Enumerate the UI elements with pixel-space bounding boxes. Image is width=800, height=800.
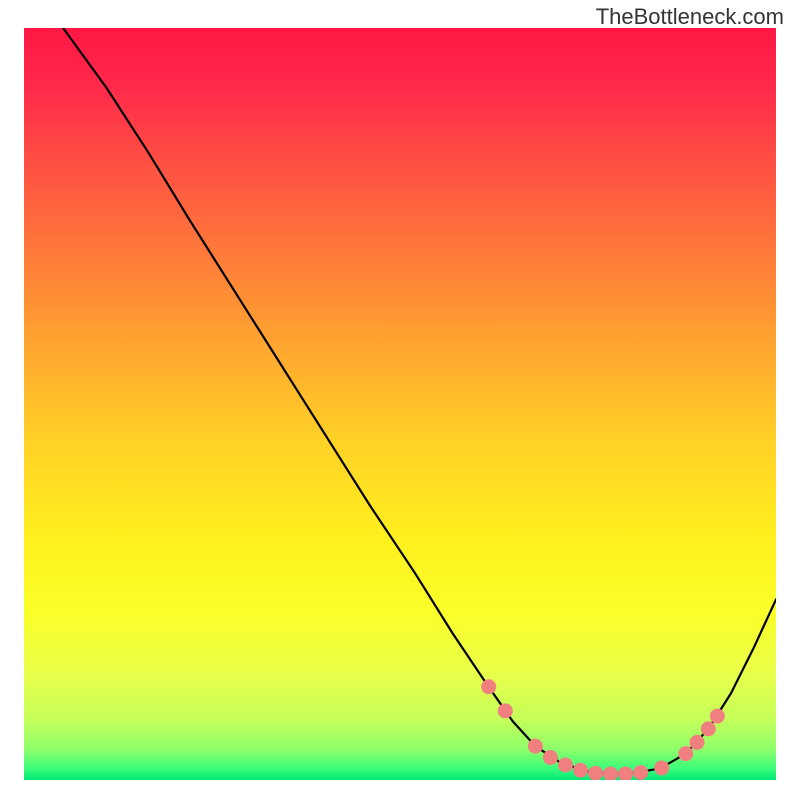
curve-marker — [690, 735, 705, 750]
curve-markers — [481, 679, 725, 780]
curve-marker — [481, 679, 496, 694]
bottleneck-chart — [24, 28, 776, 780]
curve-marker — [633, 765, 648, 780]
curve-marker — [701, 721, 716, 736]
curve-marker — [498, 703, 513, 718]
curve-marker — [588, 766, 603, 780]
curve-marker — [654, 760, 669, 775]
curve-marker — [528, 739, 543, 754]
curve-marker — [558, 757, 573, 772]
curve-marker — [678, 746, 693, 761]
curve-marker — [573, 763, 588, 778]
chart-curve-layer — [24, 28, 776, 780]
curve-marker — [710, 709, 725, 724]
curve-marker — [603, 766, 618, 780]
curve-marker — [618, 766, 633, 780]
watermark-text: TheBottleneck.com — [596, 4, 784, 30]
bottleneck-curve — [63, 28, 776, 774]
curve-marker — [543, 750, 558, 765]
